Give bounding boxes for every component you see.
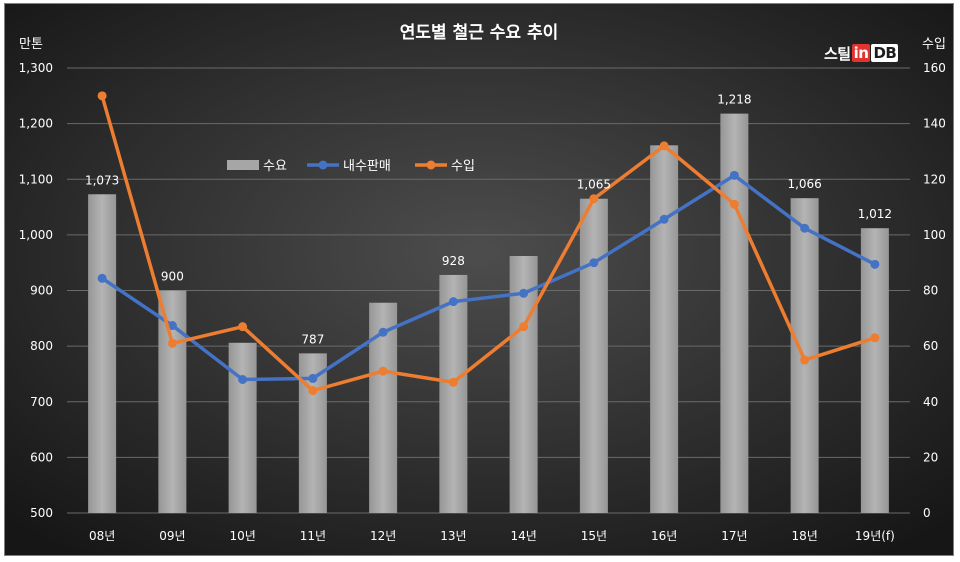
chart-title: 연도별 철근 수요 추이 [400,23,559,43]
y-left-tick-label: 800 [30,339,53,353]
x-tick-label: 17년 [721,529,747,543]
point-내수판매 [378,327,388,337]
bar-10년 [228,342,257,513]
point-수입 [448,377,458,387]
point-수입 [729,199,739,209]
y-right-tick-label: 20 [923,450,938,464]
y-right-tick-label: 40 [923,395,938,409]
bar-data-label: 787 [301,332,324,346]
point-내수판매 [238,375,248,384]
point-수입 [308,386,318,396]
x-tick-label: 18년 [791,529,817,543]
point-내수판매 [659,214,669,224]
y-right-tick-label: 0 [923,506,931,520]
x-tick-label: 19년(f) [855,529,895,543]
y-left-tick-label: 600 [30,450,53,464]
steelindb-logo: 스틸 in DB [824,42,899,64]
y-right-unit: 수입 [922,37,946,52]
x-tick-label: 08년 [89,529,115,543]
y-left-tick-label: 700 [30,395,53,409]
bar-14년 [509,256,538,513]
point-내수판매 [729,170,739,180]
legend-label-수요: 수요 [263,159,287,174]
x-tick-label: 16년 [651,529,677,543]
bar-data-label: 1,066 [787,177,821,191]
point-내수판매 [308,373,318,383]
y-right-tick-label: 160 [923,61,946,75]
bar-19년(f) [860,228,889,513]
logo-part-1: 스틸 [824,44,851,63]
y-right-tick-label: 60 [923,339,938,353]
bar-data-label: 1,218 [717,93,751,107]
point-수입 [589,194,599,204]
point-수입 [97,91,107,101]
bar-15년 [579,198,608,513]
point-내수판매 [167,321,177,331]
y-left-tick-label: 1,200 [19,117,53,131]
y-right-tick-label: 140 [923,117,946,131]
y-left-tick-label: 500 [30,506,53,520]
point-내수판매 [519,288,529,298]
y-right-tick-label: 100 [923,228,946,242]
point-수입 [659,141,669,151]
y-right-tick-label: 80 [923,284,938,298]
x-tick-label: 14년 [510,529,536,543]
bar-data-label: 1,012 [858,207,892,221]
point-내수판매 [97,273,107,283]
x-tick-label: 13년 [440,529,466,543]
legend-swatch-수요 [227,160,259,170]
point-내수판매 [589,258,599,268]
point-수입 [519,322,529,332]
bar-data-label: 1,073 [85,173,119,187]
y-left-unit: 만톤 [19,37,43,52]
y-left-tick-label: 1,000 [19,228,53,242]
x-tick-label: 12년 [370,529,396,543]
bar-data-label: 928 [442,254,465,268]
point-수입 [167,338,177,348]
x-tick-label: 15년 [581,529,607,543]
x-tick-label: 09년 [159,529,185,543]
y-right-tick-label: 120 [923,172,946,186]
legend-marker-수입 [426,160,436,170]
point-내수판매 [800,223,810,233]
y-left-tick-label: 900 [30,284,53,298]
chart-svg: 500 600 700 800 900 1,000 1,100 1,200 1,300 0 20 40… [5,4,953,555]
line-수입 [100,95,876,393]
bar-08년 [88,194,117,514]
legend-label-수입: 수입 [451,159,475,174]
point-내수판매 [870,259,880,269]
point-수입 [378,366,388,376]
y-left-tick-label: 1,300 [19,61,53,75]
logo-part-2: in [851,44,871,62]
point-수입 [870,333,880,343]
bar-13년 [439,274,468,513]
x-tick-label: 11년 [300,529,326,543]
point-수입 [800,355,810,365]
logo-part-3: DB [871,44,899,62]
point-내수판매 [448,297,458,307]
bar-data-label: 1,065 [577,178,611,192]
point-수입 [238,322,248,332]
legend-marker-내수판매 [318,160,328,170]
line-내수판매 [101,173,876,382]
bar-16년 [650,145,679,513]
legend-label-내수판매: 내수판매 [343,159,391,174]
y-left-tick-label: 1,100 [19,172,53,186]
bar-data-label: 900 [161,270,184,284]
chart-frame: 500 600 700 800 900 1,000 1,100 1,200 1,300 0 20 40… [4,3,954,556]
x-tick-label: 10년 [229,529,255,543]
